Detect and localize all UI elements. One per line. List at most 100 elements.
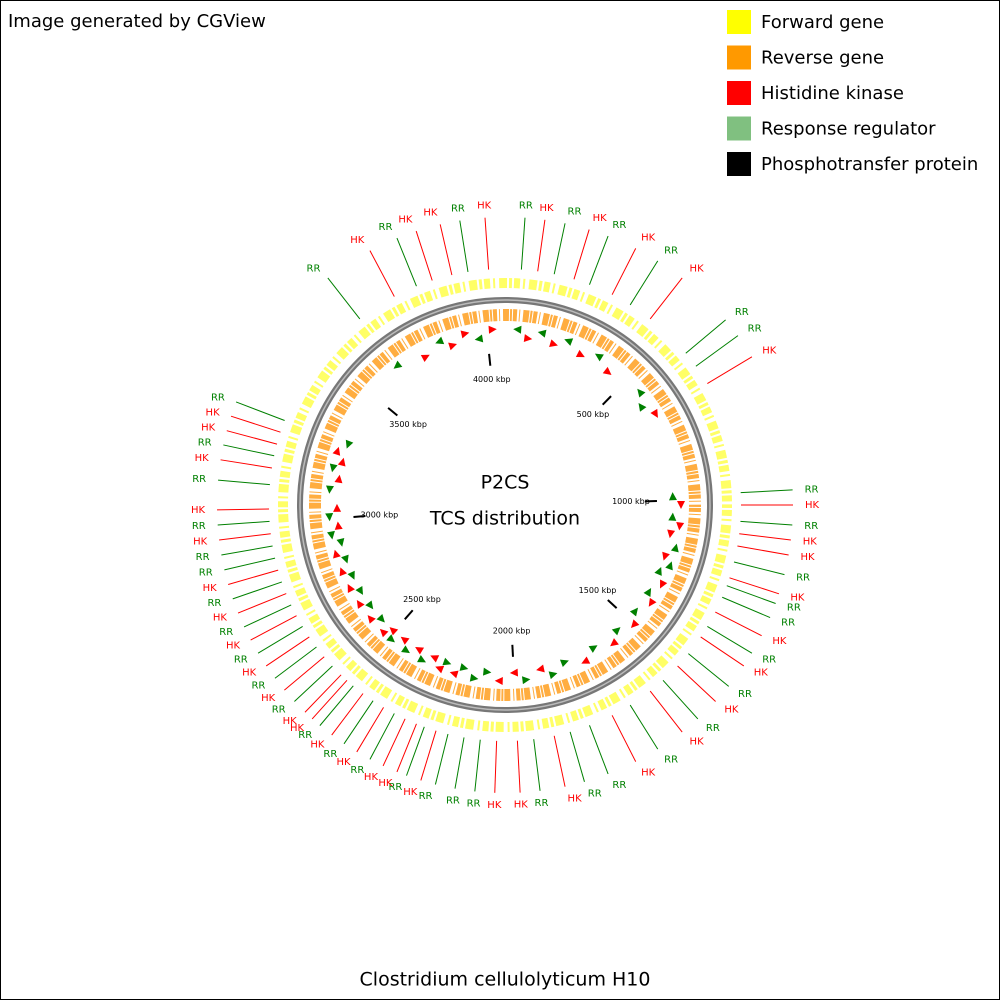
feature-marker <box>488 325 497 334</box>
feature-label: HK <box>350 235 365 246</box>
feature-label: HK <box>568 793 583 804</box>
feature-marker <box>602 366 612 376</box>
feature-label: HK <box>690 737 705 748</box>
leader-line <box>707 356 753 384</box>
feature-label: HK <box>805 500 820 511</box>
feature-label: HK <box>378 778 393 789</box>
header-title: Image generated by CGView <box>8 11 266 32</box>
leader-line <box>217 520 270 526</box>
tick-mark <box>601 395 612 406</box>
leader-line <box>243 604 292 628</box>
feature-marker <box>389 627 399 636</box>
feature-label: HK <box>540 203 555 214</box>
feature-label: HK <box>261 693 276 704</box>
feature-label: RR <box>323 749 337 760</box>
leader-line <box>331 693 364 736</box>
feature-marker <box>435 665 445 674</box>
leader-line <box>237 593 287 614</box>
leader-line <box>415 230 433 281</box>
leader-line <box>573 229 590 280</box>
leader-line <box>695 335 739 367</box>
legend-swatch <box>727 116 751 141</box>
feature-marker <box>332 446 341 456</box>
feature-marker <box>509 668 519 677</box>
feature-marker <box>400 636 410 645</box>
tick-label: 3000 kbp <box>361 510 399 519</box>
leader-line <box>250 615 297 641</box>
feature-marker <box>668 512 677 521</box>
tick-label: 2000 kbp <box>493 626 531 635</box>
tick-label: 1000 kbp <box>612 497 650 506</box>
leader-line <box>726 585 776 604</box>
feature-label: HK <box>641 767 656 778</box>
leader-line <box>459 220 469 273</box>
feature-marker <box>386 634 395 643</box>
feature-label: RR <box>307 263 321 274</box>
feature-label: HK <box>762 346 777 357</box>
feature-label: RR <box>787 603 801 614</box>
leader-line <box>484 217 490 270</box>
feature-marker <box>648 597 657 607</box>
feature-marker <box>336 538 345 547</box>
leader-line <box>662 679 699 720</box>
leader-line <box>230 415 281 433</box>
feature-label: HK <box>487 800 502 811</box>
feature-marker <box>341 554 349 564</box>
feature-label: RR <box>196 552 210 563</box>
feature-label: RR <box>612 780 626 791</box>
leader-line <box>220 459 273 469</box>
feature-label: RR <box>446 795 460 806</box>
leader-line <box>516 740 521 793</box>
legend-swatch <box>727 10 751 34</box>
leader-line <box>369 713 395 760</box>
feature-marker <box>670 543 679 553</box>
leader-line <box>396 723 417 773</box>
leader-line <box>520 217 526 270</box>
feature-marker <box>581 656 591 664</box>
leader-line <box>737 545 789 556</box>
feature-marker <box>435 336 445 345</box>
feature-label: HK <box>290 723 305 734</box>
leader-line <box>649 277 683 320</box>
feature-marker <box>347 570 355 580</box>
leader-line <box>685 319 726 354</box>
leader-line <box>611 715 637 762</box>
leader-line <box>688 653 730 687</box>
leader-line <box>740 520 793 526</box>
legend-label: Reverse gene <box>761 48 884 69</box>
feature-marker <box>537 329 547 338</box>
feature-label: HK <box>201 423 216 434</box>
feature-marker <box>610 638 619 647</box>
feature-label: RR <box>251 681 265 692</box>
feature-marker <box>459 663 469 671</box>
leader-line <box>284 656 325 691</box>
feature-marker <box>334 474 343 484</box>
backbone-highlight <box>299 299 711 711</box>
tick-label: 1500 kbp <box>579 586 617 595</box>
feature-label: RR <box>388 782 402 793</box>
feature-marker <box>442 657 452 666</box>
feature-label: HK <box>283 716 298 727</box>
leader-line <box>223 444 275 457</box>
legend-label: Phosphotransfer protein <box>761 154 978 175</box>
feature-marker <box>494 677 503 686</box>
tick-mark <box>607 599 618 609</box>
feature-label: HK <box>641 233 656 244</box>
feature-label: RR <box>805 484 819 495</box>
feature-label: RR <box>612 220 626 231</box>
leader-line <box>382 718 406 767</box>
tick-label: 3500 kbp <box>389 420 427 429</box>
feature-marker <box>643 588 652 597</box>
feature-marker <box>662 551 670 561</box>
feature-marker <box>326 485 334 494</box>
leader-line <box>434 733 449 785</box>
feature-marker <box>430 655 440 663</box>
leader-line <box>420 730 437 781</box>
leader-line <box>396 237 417 287</box>
leader-line <box>327 277 361 320</box>
feature-label: RR <box>519 201 533 212</box>
leader-line <box>218 479 270 486</box>
tick-mark <box>387 407 398 417</box>
feature-marker <box>523 334 533 343</box>
